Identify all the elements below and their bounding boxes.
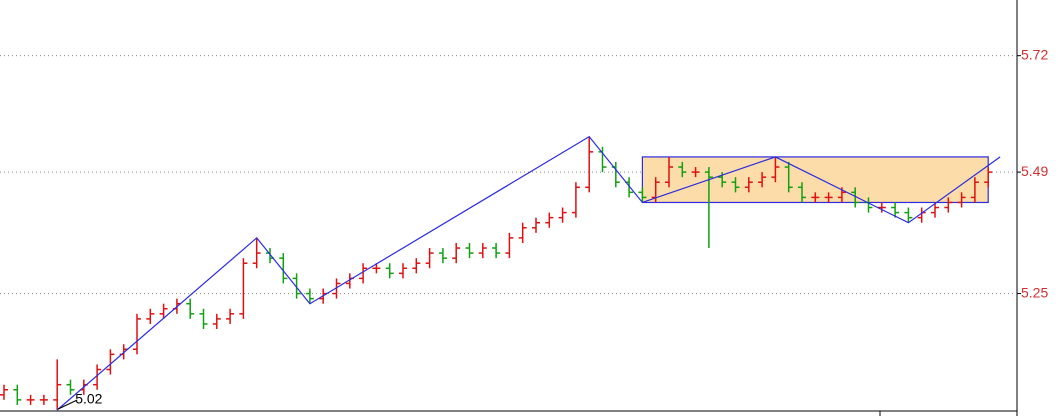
y-tick-label: 5.72 [1021, 46, 1048, 62]
zigzag-line [56, 135, 1001, 411]
y-tick-label: 5.49 [1021, 163, 1048, 179]
annotation-label: 5.02 [75, 391, 102, 407]
annotation-arrow [57, 399, 78, 410]
y-tick-label: 5.25 [1021, 284, 1048, 300]
